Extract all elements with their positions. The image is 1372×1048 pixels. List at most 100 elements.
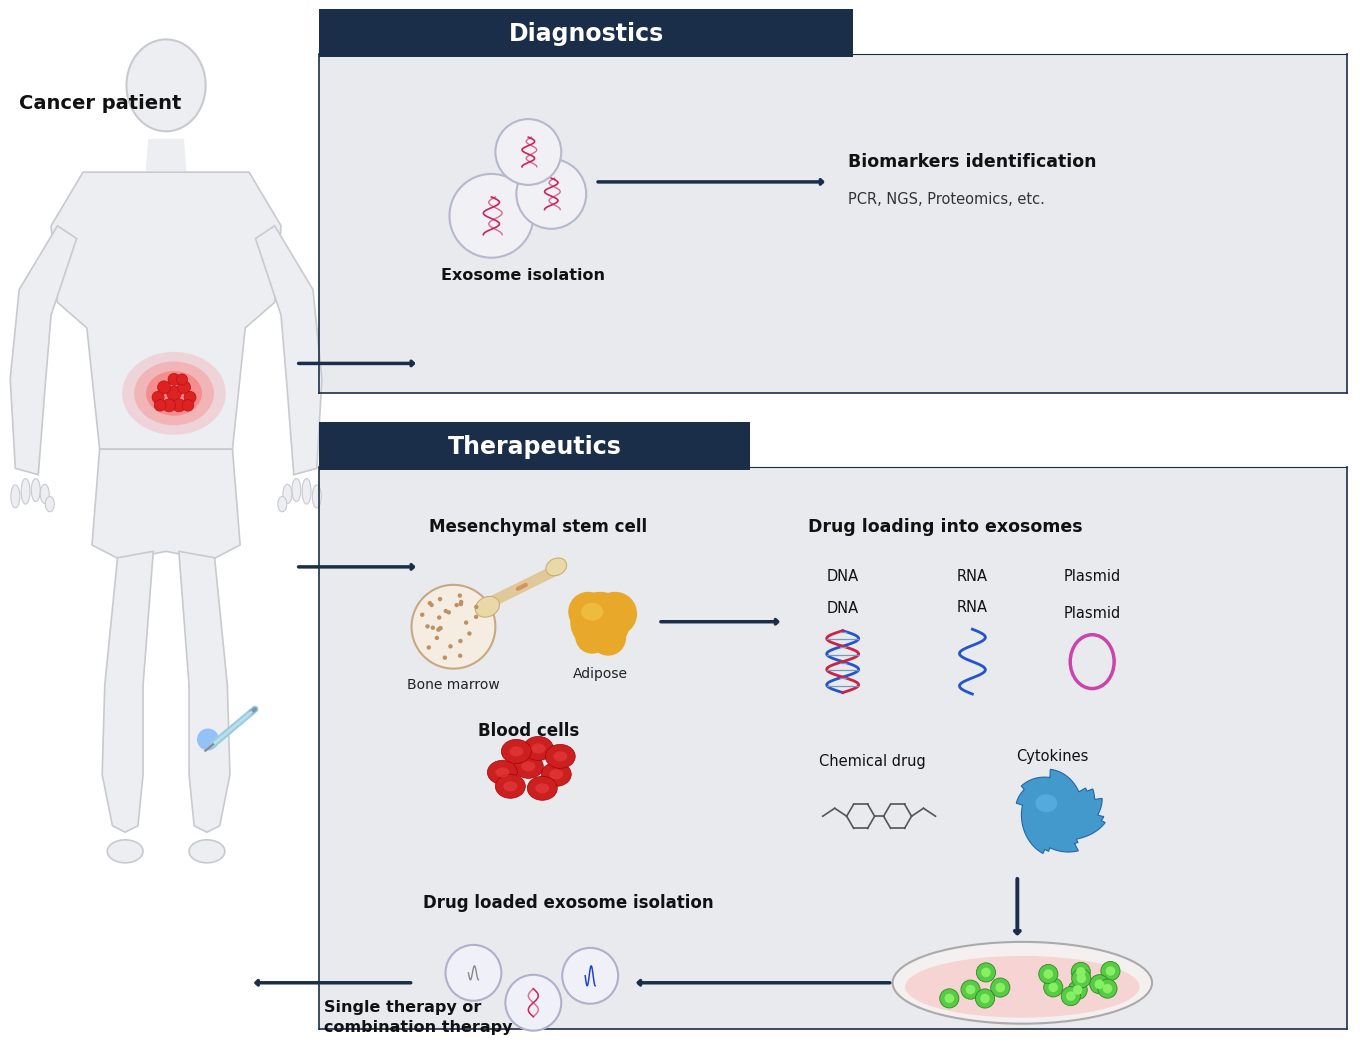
Ellipse shape bbox=[107, 839, 143, 863]
Text: Drug loading into exosomes: Drug loading into exosomes bbox=[808, 518, 1083, 536]
Circle shape bbox=[1061, 986, 1080, 1006]
Circle shape bbox=[167, 386, 181, 400]
Text: Mesenchymal stem cell: Mesenchymal stem cell bbox=[429, 518, 648, 536]
Polygon shape bbox=[51, 172, 281, 450]
Ellipse shape bbox=[531, 743, 545, 754]
Polygon shape bbox=[102, 551, 154, 832]
Circle shape bbox=[427, 646, 431, 650]
Circle shape bbox=[177, 380, 191, 394]
Text: Adipose: Adipose bbox=[572, 667, 627, 680]
Ellipse shape bbox=[487, 761, 517, 784]
Circle shape bbox=[996, 983, 1006, 992]
Circle shape bbox=[443, 609, 449, 613]
Circle shape bbox=[475, 605, 479, 609]
Circle shape bbox=[1067, 981, 1087, 1000]
Polygon shape bbox=[145, 139, 187, 172]
Ellipse shape bbox=[283, 484, 292, 503]
Circle shape bbox=[438, 626, 443, 630]
Circle shape bbox=[1095, 980, 1104, 989]
Bar bbox=[318, 9, 853, 58]
Circle shape bbox=[977, 963, 996, 982]
Ellipse shape bbox=[509, 746, 523, 757]
Circle shape bbox=[458, 593, 462, 597]
Circle shape bbox=[438, 627, 442, 631]
Ellipse shape bbox=[553, 751, 567, 761]
Circle shape bbox=[1098, 979, 1117, 998]
Circle shape bbox=[1103, 984, 1113, 994]
Bar bbox=[318, 54, 1347, 393]
Ellipse shape bbox=[582, 603, 604, 620]
Text: RNA: RNA bbox=[956, 569, 988, 585]
Polygon shape bbox=[92, 450, 240, 561]
Circle shape bbox=[431, 626, 435, 630]
Circle shape bbox=[975, 989, 995, 1008]
Circle shape bbox=[454, 603, 458, 607]
Ellipse shape bbox=[21, 479, 30, 504]
Ellipse shape bbox=[523, 737, 553, 761]
Ellipse shape bbox=[1036, 794, 1058, 812]
Circle shape bbox=[464, 620, 468, 625]
Text: Single therapy or
combination therapy: Single therapy or combination therapy bbox=[324, 1000, 512, 1035]
Ellipse shape bbox=[145, 371, 202, 416]
Text: Plasmid: Plasmid bbox=[1063, 569, 1121, 585]
Circle shape bbox=[1076, 967, 1085, 977]
Circle shape bbox=[981, 967, 991, 977]
Ellipse shape bbox=[126, 40, 206, 131]
Text: DNA: DNA bbox=[826, 602, 859, 616]
Ellipse shape bbox=[277, 497, 287, 511]
Ellipse shape bbox=[546, 558, 567, 575]
Ellipse shape bbox=[122, 352, 226, 435]
Circle shape bbox=[184, 391, 196, 403]
Circle shape bbox=[1077, 974, 1087, 983]
Circle shape bbox=[443, 655, 447, 660]
Ellipse shape bbox=[906, 956, 1140, 1018]
Ellipse shape bbox=[495, 774, 525, 799]
Circle shape bbox=[1044, 978, 1063, 997]
Circle shape bbox=[162, 399, 176, 412]
Text: Cytokines: Cytokines bbox=[1017, 749, 1088, 764]
Circle shape bbox=[575, 619, 609, 654]
Circle shape bbox=[495, 119, 561, 184]
Circle shape bbox=[154, 399, 166, 411]
Circle shape bbox=[505, 975, 561, 1030]
Ellipse shape bbox=[45, 497, 55, 511]
Ellipse shape bbox=[40, 484, 49, 503]
Circle shape bbox=[940, 989, 959, 1008]
Ellipse shape bbox=[545, 744, 575, 768]
Circle shape bbox=[1066, 991, 1076, 1001]
Circle shape bbox=[991, 978, 1010, 997]
Circle shape bbox=[428, 601, 432, 606]
Circle shape bbox=[1073, 985, 1083, 995]
Ellipse shape bbox=[292, 479, 300, 502]
Ellipse shape bbox=[535, 783, 549, 793]
Text: Biomarkers identification: Biomarkers identification bbox=[848, 153, 1096, 171]
Circle shape bbox=[450, 174, 534, 258]
Text: RNA: RNA bbox=[956, 599, 988, 615]
Circle shape bbox=[571, 592, 630, 652]
Circle shape bbox=[152, 391, 165, 403]
Polygon shape bbox=[10, 225, 77, 475]
Circle shape bbox=[1100, 961, 1120, 981]
Ellipse shape bbox=[521, 761, 535, 771]
Circle shape bbox=[458, 639, 462, 643]
Ellipse shape bbox=[513, 755, 543, 779]
Ellipse shape bbox=[134, 362, 214, 425]
Circle shape bbox=[447, 610, 451, 614]
Text: Chemical drug: Chemical drug bbox=[819, 754, 926, 769]
Text: Blood cells: Blood cells bbox=[477, 722, 579, 741]
Circle shape bbox=[446, 945, 501, 1001]
Text: Therapeutics: Therapeutics bbox=[447, 435, 622, 459]
Circle shape bbox=[1044, 969, 1054, 979]
Ellipse shape bbox=[495, 767, 509, 778]
Text: DNA: DNA bbox=[826, 569, 859, 585]
Circle shape bbox=[458, 602, 464, 607]
Circle shape bbox=[1048, 983, 1058, 992]
Ellipse shape bbox=[475, 596, 499, 617]
Ellipse shape bbox=[302, 479, 311, 504]
Ellipse shape bbox=[189, 839, 225, 863]
Circle shape bbox=[980, 994, 989, 1003]
Circle shape bbox=[590, 619, 626, 656]
Text: Drug loaded exosome isolation: Drug loaded exosome isolation bbox=[423, 894, 713, 912]
Circle shape bbox=[568, 592, 608, 632]
Circle shape bbox=[563, 947, 619, 1004]
